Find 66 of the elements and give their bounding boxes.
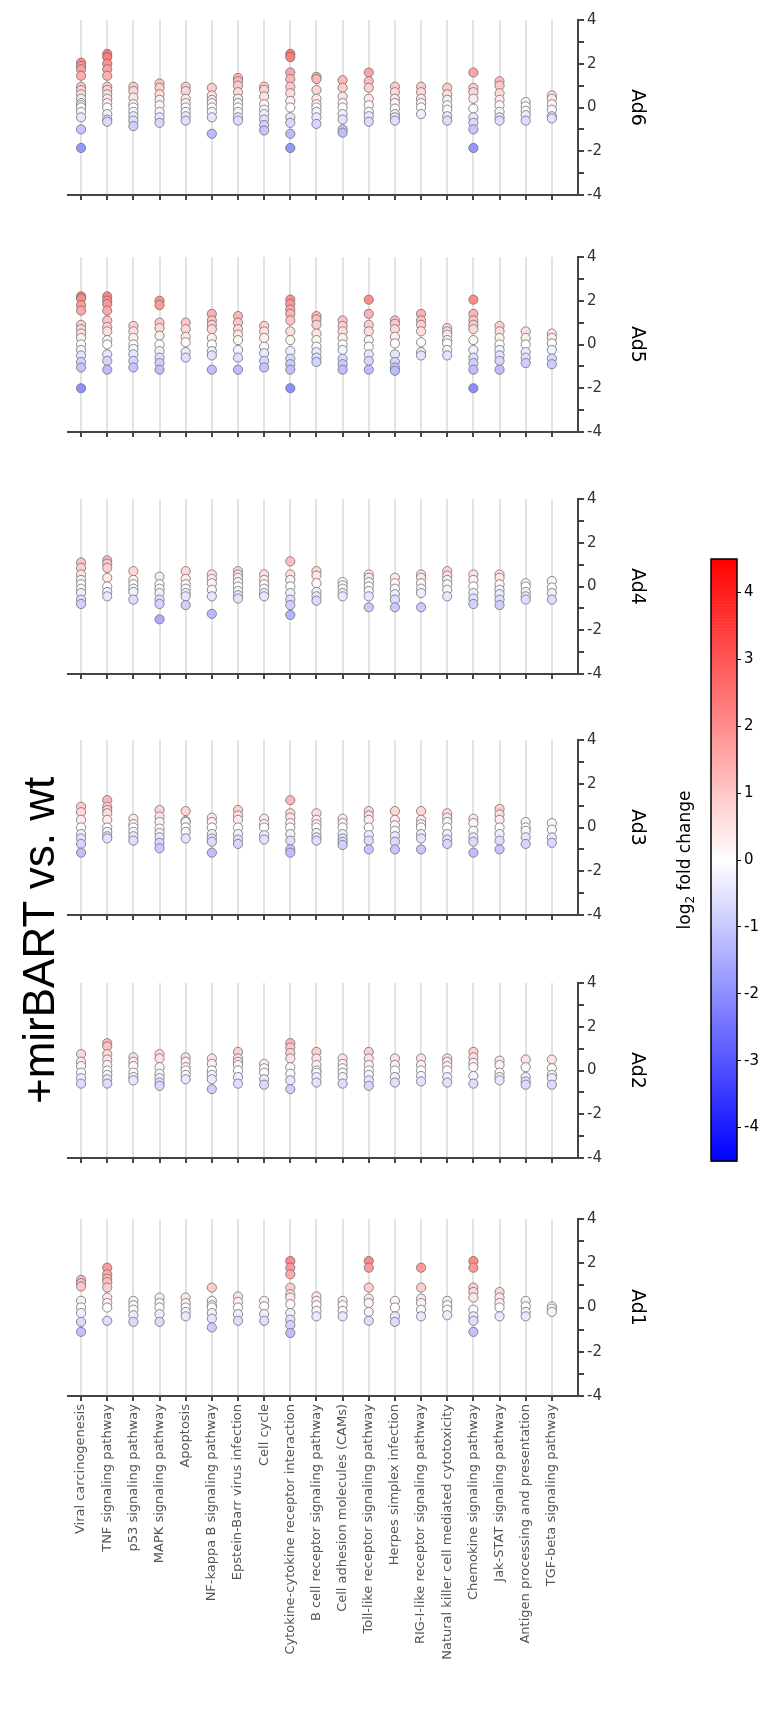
x-tick-label: RIG-I-like receptor signaling pathway — [412, 1403, 428, 1645]
color-bar-label: -4 — [744, 1117, 759, 1136]
chart-title: +mirBART vs. wt — [14, 775, 64, 1106]
y-tick-label: 2 — [587, 290, 597, 309]
y-tick-label: 2 — [587, 773, 597, 792]
y-axis-title: Ad2 — [627, 1052, 650, 1089]
color-bar-label: 1 — [744, 783, 754, 801]
y-tick-label: -4 — [587, 421, 602, 440]
y-tick-label: 0 — [587, 817, 597, 836]
y-tick-label: 0 — [587, 1297, 597, 1316]
x-tick-label: Epstein-Barr virus infection — [229, 1404, 245, 1581]
y-tick-label: 2 — [587, 1016, 597, 1035]
y-tick-label: -4 — [587, 663, 602, 682]
y-tick-label: -2 — [587, 1104, 602, 1123]
y-tick-label: -4 — [587, 1147, 602, 1166]
y-axis-title: Ad4 — [627, 568, 650, 605]
x-tick-label: Toll-like receptor signaling pathway — [360, 1403, 376, 1635]
x-tick-label: Antigen processing and presentation — [517, 1404, 533, 1644]
x-tick-label: Chemokine signaling pathway — [464, 1403, 480, 1600]
color-bar-label: 0 — [744, 849, 754, 868]
x-tick-label: TGF-beta signaling pathway — [543, 1403, 559, 1588]
y-tick-label: 2 — [587, 1253, 597, 1272]
y-tick-label: 4 — [587, 729, 597, 748]
x-tick-label: TNF signaling pathway — [98, 1403, 114, 1553]
y-tick-label: -2 — [587, 141, 602, 160]
color-bar-label: -2 — [744, 983, 759, 1002]
y-tick-label: 4 — [587, 246, 597, 265]
y-tick-label: -4 — [587, 184, 602, 203]
y-tick-label: 2 — [587, 53, 597, 72]
color-bar-label: -3 — [744, 1050, 759, 1069]
x-tick-label: Natural killer cell mediated cytotoxicity — [438, 1403, 454, 1660]
x-tick-label: Herpes simplex infection — [386, 1404, 402, 1566]
y-tick-label: 4 — [587, 488, 597, 507]
y-tick-label: -2 — [587, 620, 602, 639]
y-tick-label: -4 — [587, 904, 602, 923]
x-tick-label: Cytokine-cytokine receptor interaction — [281, 1404, 297, 1655]
y-axis-title: Ad5 — [627, 326, 650, 363]
y-tick-label: -2 — [587, 1341, 602, 1360]
color-bar-label: 2 — [744, 716, 754, 735]
y-axis-title: Ad6 — [627, 89, 650, 126]
color-bar-title: log2 fold change — [674, 790, 698, 930]
y-axis-title: Ad1 — [627, 1289, 650, 1326]
x-tick-label: Cell adhesion molecules (CAMs) — [333, 1404, 349, 1612]
y-tick-label: 0 — [587, 576, 597, 595]
y-tick-label: 4 — [587, 972, 597, 991]
color-bar-label: -1 — [744, 916, 759, 935]
y-tick-label: -2 — [587, 378, 602, 397]
x-tick-label: p53 signaling pathway — [124, 1403, 140, 1552]
x-tick-label: B cell receptor signaling pathway — [307, 1403, 323, 1622]
color-bar-label: 3 — [744, 649, 754, 668]
y-axis-title: Ad3 — [627, 809, 650, 846]
x-tick-label: NF-kappa B signaling pathway — [203, 1403, 219, 1602]
y-tick-label: 0 — [587, 1060, 597, 1079]
y-tick-label: 4 — [587, 9, 597, 28]
y-tick-label: -2 — [587, 861, 602, 880]
x-tick-label: MAPK signaling pathway — [150, 1403, 166, 1564]
x-tick-label: Viral carcinogenesis — [72, 1403, 88, 1535]
x-tick-label: Cell cycle — [255, 1404, 271, 1467]
color-bar-label: 4 — [744, 582, 754, 601]
y-tick-label: 0 — [587, 334, 597, 353]
y-tick-label: 4 — [587, 1208, 597, 1227]
y-tick-label: 0 — [587, 97, 597, 116]
x-tick-label: Apoptosis — [177, 1403, 193, 1468]
y-tick-label: 2 — [587, 532, 597, 551]
y-tick-label: -4 — [587, 1385, 602, 1404]
x-tick-label: Jak-STAT signaling pathway — [490, 1403, 506, 1583]
